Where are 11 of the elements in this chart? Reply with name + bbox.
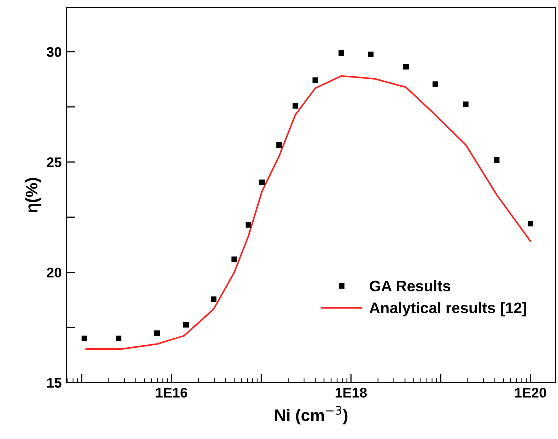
- x-tick-label: 1E16: [156, 388, 188, 398]
- x-tick-label: 1E20: [515, 388, 546, 398]
- y-tick-label: 15: [48, 378, 62, 388]
- y-axis-title: η(%): [26, 178, 42, 213]
- y-tick-label: 20: [47, 268, 62, 278]
- legend-label: GA Results: [370, 280, 451, 292]
- y-tick-label: 25: [47, 158, 62, 168]
- legend-label: Analytical results [12]: [370, 302, 527, 317]
- x-axis-title: Ni (cm$^{−3}$): [275, 406, 348, 425]
- y-tick-label: 30: [46, 47, 62, 58]
- x-tick-label: 1E18: [336, 388, 368, 398]
